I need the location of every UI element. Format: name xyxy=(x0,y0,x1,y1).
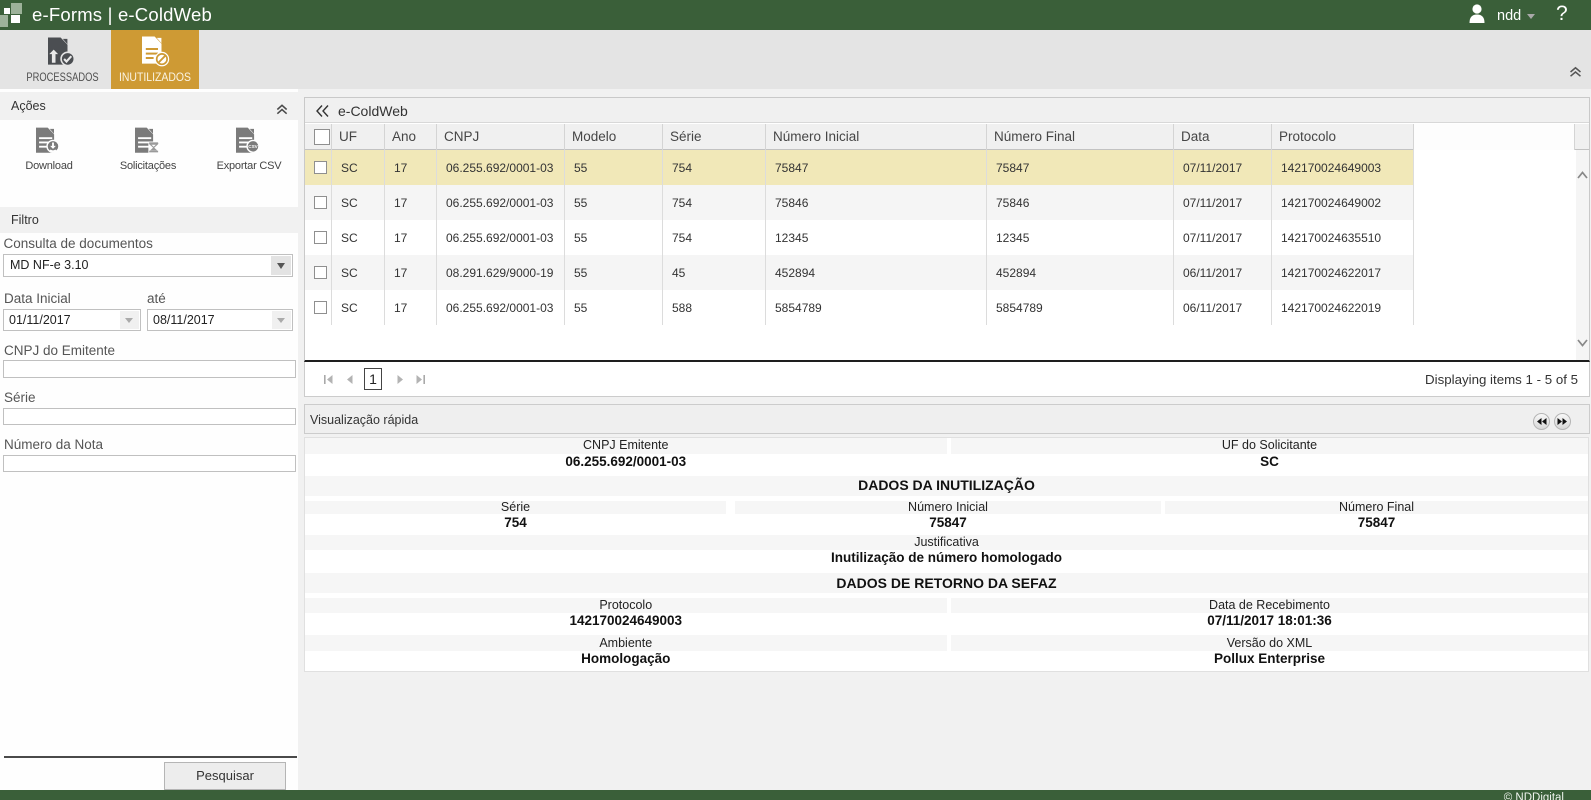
svg-text:CSV: CSV xyxy=(248,144,258,149)
